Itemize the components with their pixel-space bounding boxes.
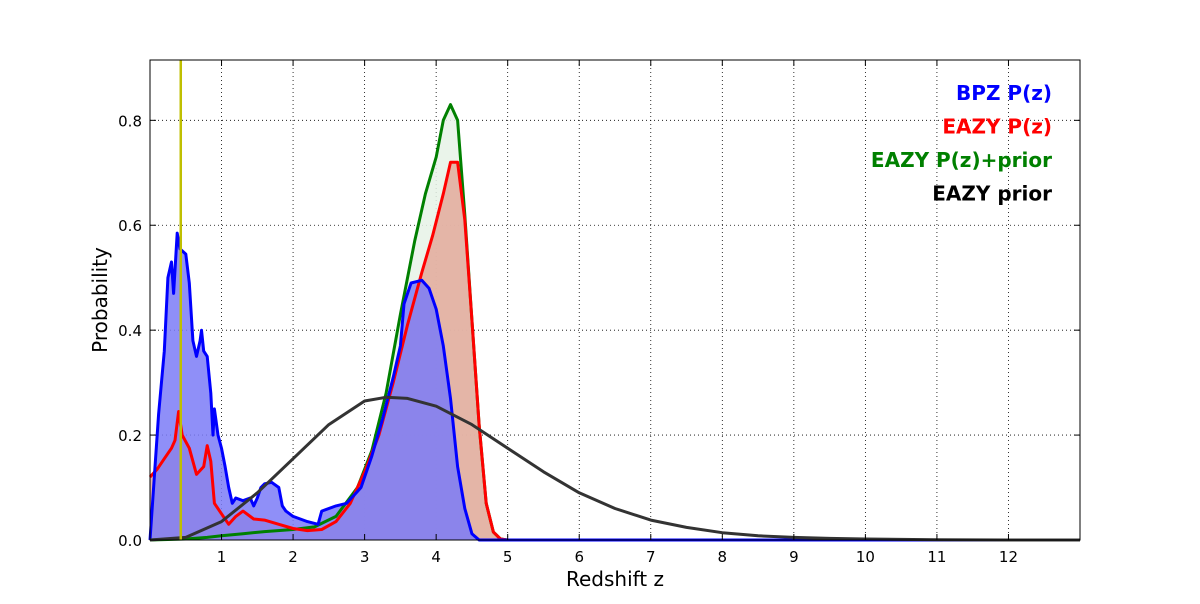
x-tick-label: 12 bbox=[999, 548, 1018, 566]
x-tick-label: 4 bbox=[431, 548, 441, 566]
x-tick-label: 5 bbox=[503, 548, 513, 566]
eazy-p-z-line bbox=[148, 160, 1080, 542]
y-tick-label: 0.8 bbox=[118, 112, 142, 130]
x-tick-label: 3 bbox=[360, 548, 370, 566]
x-tick-label: 6 bbox=[574, 548, 584, 566]
x-tick-label: 11 bbox=[927, 548, 946, 566]
y-axis-label: Probability bbox=[88, 247, 112, 353]
x-axis-label: Redshift z bbox=[566, 567, 664, 591]
x-tick-label: 2 bbox=[288, 548, 298, 566]
y-tick-label: 0.4 bbox=[118, 322, 142, 340]
y-tick-label: 0.6 bbox=[118, 217, 142, 235]
x-tick-label: 1 bbox=[217, 548, 227, 566]
legend: BPZ P(z) EAZY P(z) EAZY P(z)+prior EAZY pri… bbox=[871, 81, 1052, 206]
bpz-p-z-area bbox=[150, 233, 1080, 540]
series-layer bbox=[148, 103, 1080, 542]
bpz-p-z-line bbox=[148, 231, 1080, 542]
series-lines bbox=[148, 103, 1080, 542]
eazy-p-z-area bbox=[150, 162, 1080, 541]
y-tick-label: 0.0 bbox=[118, 532, 142, 550]
x-tick-label: 8 bbox=[718, 548, 728, 566]
eazy-prior-line bbox=[149, 395, 1080, 542]
y-tick-label: 0.2 bbox=[118, 427, 142, 445]
legend-eazy-prior: EAZY prior bbox=[932, 182, 1052, 206]
legend-bpz-p-z: BPZ P(z) bbox=[956, 81, 1052, 105]
x-tick-label: 10 bbox=[856, 548, 875, 566]
legend-eazy-p-z: EAZY P(z) bbox=[942, 115, 1052, 139]
x-tick-label: 7 bbox=[646, 548, 656, 566]
grid bbox=[150, 60, 1080, 541]
plot-frame bbox=[149, 59, 1081, 541]
ticks: 1 2 3 4 5 6 7 8 9 10 11 120.00.20.40.60.8 bbox=[118, 60, 1080, 566]
x-tick-label: 9 bbox=[789, 548, 799, 566]
legend-eazy-p-z-prior: EAZY P(z)+prior bbox=[871, 148, 1052, 172]
